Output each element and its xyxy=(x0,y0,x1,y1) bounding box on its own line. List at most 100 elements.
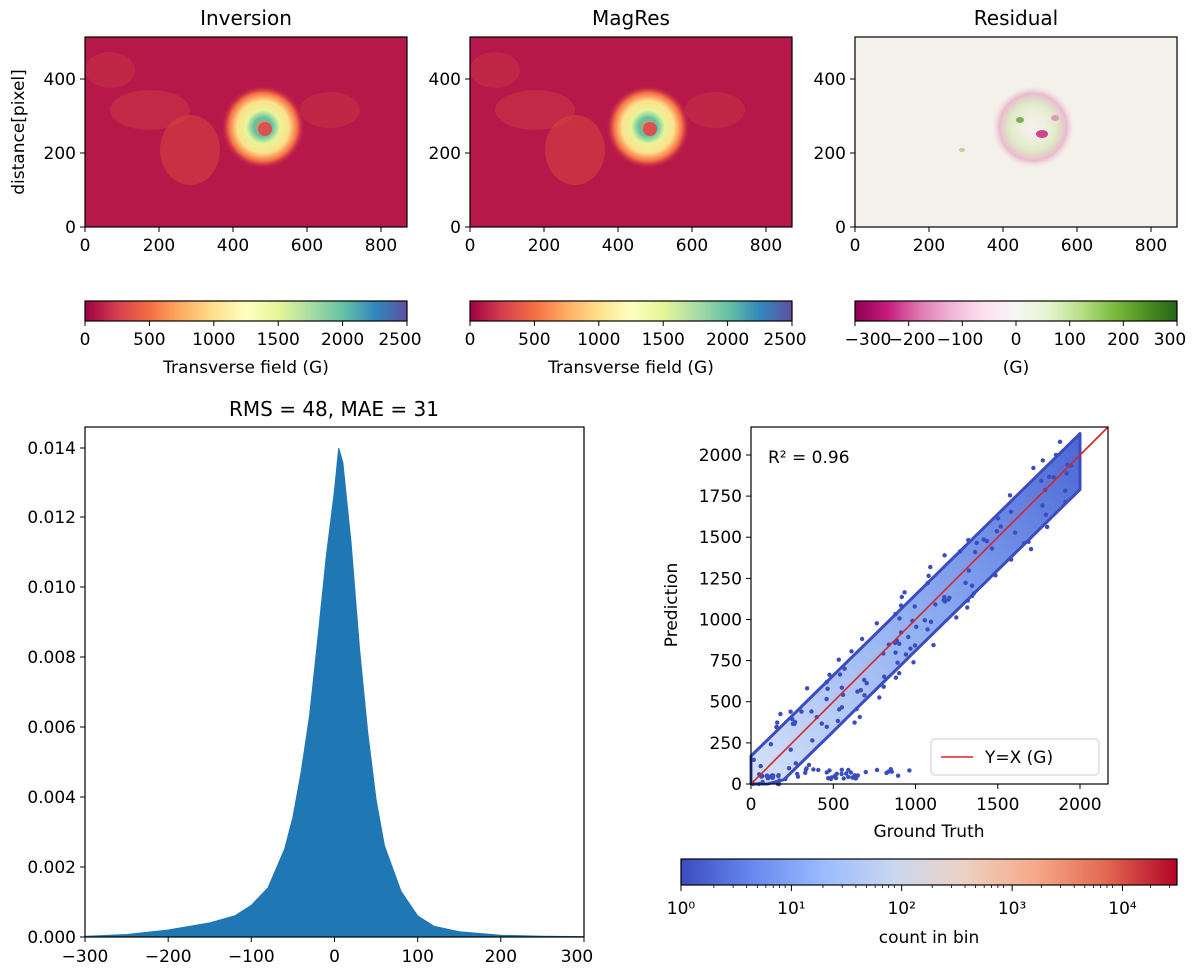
y-axis: 0 200 400 xyxy=(814,70,855,238)
scatter-point xyxy=(786,766,792,771)
y-axis: 0 200 400 xyxy=(429,70,470,238)
heatmap-image xyxy=(855,37,1177,227)
scatter-point xyxy=(957,549,963,554)
colorbar: 0 500 1000 1500 2000 2500 Transverse fie… xyxy=(465,300,807,378)
scatter-point xyxy=(989,546,995,551)
colorbar-tick-label: 100 xyxy=(1053,330,1085,350)
x-tick-label: 0 xyxy=(746,795,757,815)
plage-patch xyxy=(545,115,605,185)
scatter-point xyxy=(912,643,918,648)
scatter-point xyxy=(1039,478,1044,483)
scatter-point xyxy=(833,775,839,781)
scatter-point xyxy=(841,776,846,781)
colorbar: −300 −200 −100 0 100 200 300 (G) xyxy=(845,300,1186,378)
scatter-point xyxy=(969,583,975,588)
panel-title: RMS = 48, MAE = 31 xyxy=(229,397,439,421)
x-axis: 0 200 400 600 800 xyxy=(80,227,397,256)
x-tick-label: 400 xyxy=(602,236,634,256)
y-tick-label: 400 xyxy=(429,70,461,90)
x-tick-label: 200 xyxy=(528,236,560,256)
plot-frame xyxy=(469,36,793,228)
r-squared-annotation: R² = 0.96 xyxy=(768,448,850,468)
colorbar-tick-label: 2000 xyxy=(706,330,749,350)
scatter-point xyxy=(1053,452,1059,458)
scatter-point xyxy=(966,537,971,543)
scatter-point xyxy=(898,603,904,608)
scatter-point xyxy=(897,641,902,646)
x-tick-label: 300 xyxy=(561,947,593,967)
scatter-point xyxy=(811,767,816,772)
colorbar-frame xyxy=(469,300,793,322)
colorbar-tick-label: 0 xyxy=(80,330,91,350)
scatter-point xyxy=(1040,503,1045,508)
scatter-point xyxy=(1063,499,1068,505)
x-tick-label: 0 xyxy=(465,236,476,256)
scatter-point xyxy=(908,646,913,651)
x-tick-label: 200 xyxy=(143,236,175,256)
scatter-point xyxy=(846,774,851,780)
scatter-point xyxy=(839,685,845,690)
scatter-point xyxy=(874,767,880,773)
scatter-point xyxy=(1021,541,1027,546)
scatter-point xyxy=(857,714,862,720)
scatter-point xyxy=(884,770,889,776)
x-tick-label: −300 xyxy=(62,947,109,967)
colorbar-label: Transverse field (G) xyxy=(547,358,714,378)
scatter-point xyxy=(874,621,879,626)
scatter-point xyxy=(882,674,887,679)
histogram-area xyxy=(84,447,585,938)
scatter-point xyxy=(855,773,860,778)
scatter-point xyxy=(893,611,898,617)
scatter-point xyxy=(760,779,765,785)
scatter-point xyxy=(931,642,936,648)
scatter-point xyxy=(824,770,829,775)
y-tick-label: 750 xyxy=(710,652,742,672)
scatter-point xyxy=(942,553,947,558)
scatter-point xyxy=(926,573,931,578)
density-band xyxy=(749,432,1082,786)
scatter-point xyxy=(963,580,968,585)
y-axis: 0 250 500 750 1000 1250 1500 1750 2000 P… xyxy=(662,446,751,795)
x-tick-label: 1500 xyxy=(976,795,1019,815)
x-tick-label: 600 xyxy=(1061,236,1093,256)
scatter-point xyxy=(862,677,867,683)
scatter-point xyxy=(912,604,917,609)
scatter-point xyxy=(995,516,1001,521)
scatter-point xyxy=(902,590,907,595)
x-tick-label: 600 xyxy=(676,236,708,256)
scatter-point xyxy=(893,650,898,655)
colorbar-gradient xyxy=(855,301,1177,321)
scatter-point xyxy=(774,724,779,730)
scatter-point xyxy=(1040,458,1046,463)
scatter-point xyxy=(1051,475,1057,480)
y-tick-label: 0.010 xyxy=(27,578,76,598)
colorbar-tick-label: 10¹ xyxy=(777,899,805,919)
heatmap-image xyxy=(470,37,792,227)
x-tick-label: 2000 xyxy=(1058,795,1101,815)
colorbar-tick-label: 10⁰ xyxy=(667,899,696,919)
x-tick-label: 600 xyxy=(291,236,323,256)
y-tick-label: 400 xyxy=(814,70,846,90)
scatter-point xyxy=(895,660,900,665)
panel-inversion: Inversion 0 200 400 600 800 0 xyxy=(9,6,422,378)
y-tick-label: 500 xyxy=(710,693,742,713)
x-tick-label: 0 xyxy=(80,236,91,256)
scatter-point xyxy=(928,619,934,624)
plage-patch xyxy=(685,92,745,128)
scatter-point xyxy=(839,767,844,772)
scatter-point xyxy=(804,686,810,691)
colorbar-tick-label: −300 xyxy=(845,330,892,350)
x-axis: 0 200 400 600 800 xyxy=(850,227,1167,256)
scatter-point xyxy=(942,595,947,600)
scatter-point xyxy=(954,615,959,620)
colorbar-gradient xyxy=(470,301,792,321)
scatter-point xyxy=(925,627,930,632)
scatter-point xyxy=(928,564,933,570)
panel-scatter: R² = 0.96 Y=X (G) 0 500 1000 1500 2000 G… xyxy=(662,426,1178,948)
scatter-point xyxy=(922,618,927,623)
scatter-point xyxy=(769,775,775,780)
scatter-point xyxy=(998,524,1003,529)
scatter-point xyxy=(839,771,844,777)
scatter-point xyxy=(1028,546,1034,552)
scatter-point xyxy=(839,705,845,710)
